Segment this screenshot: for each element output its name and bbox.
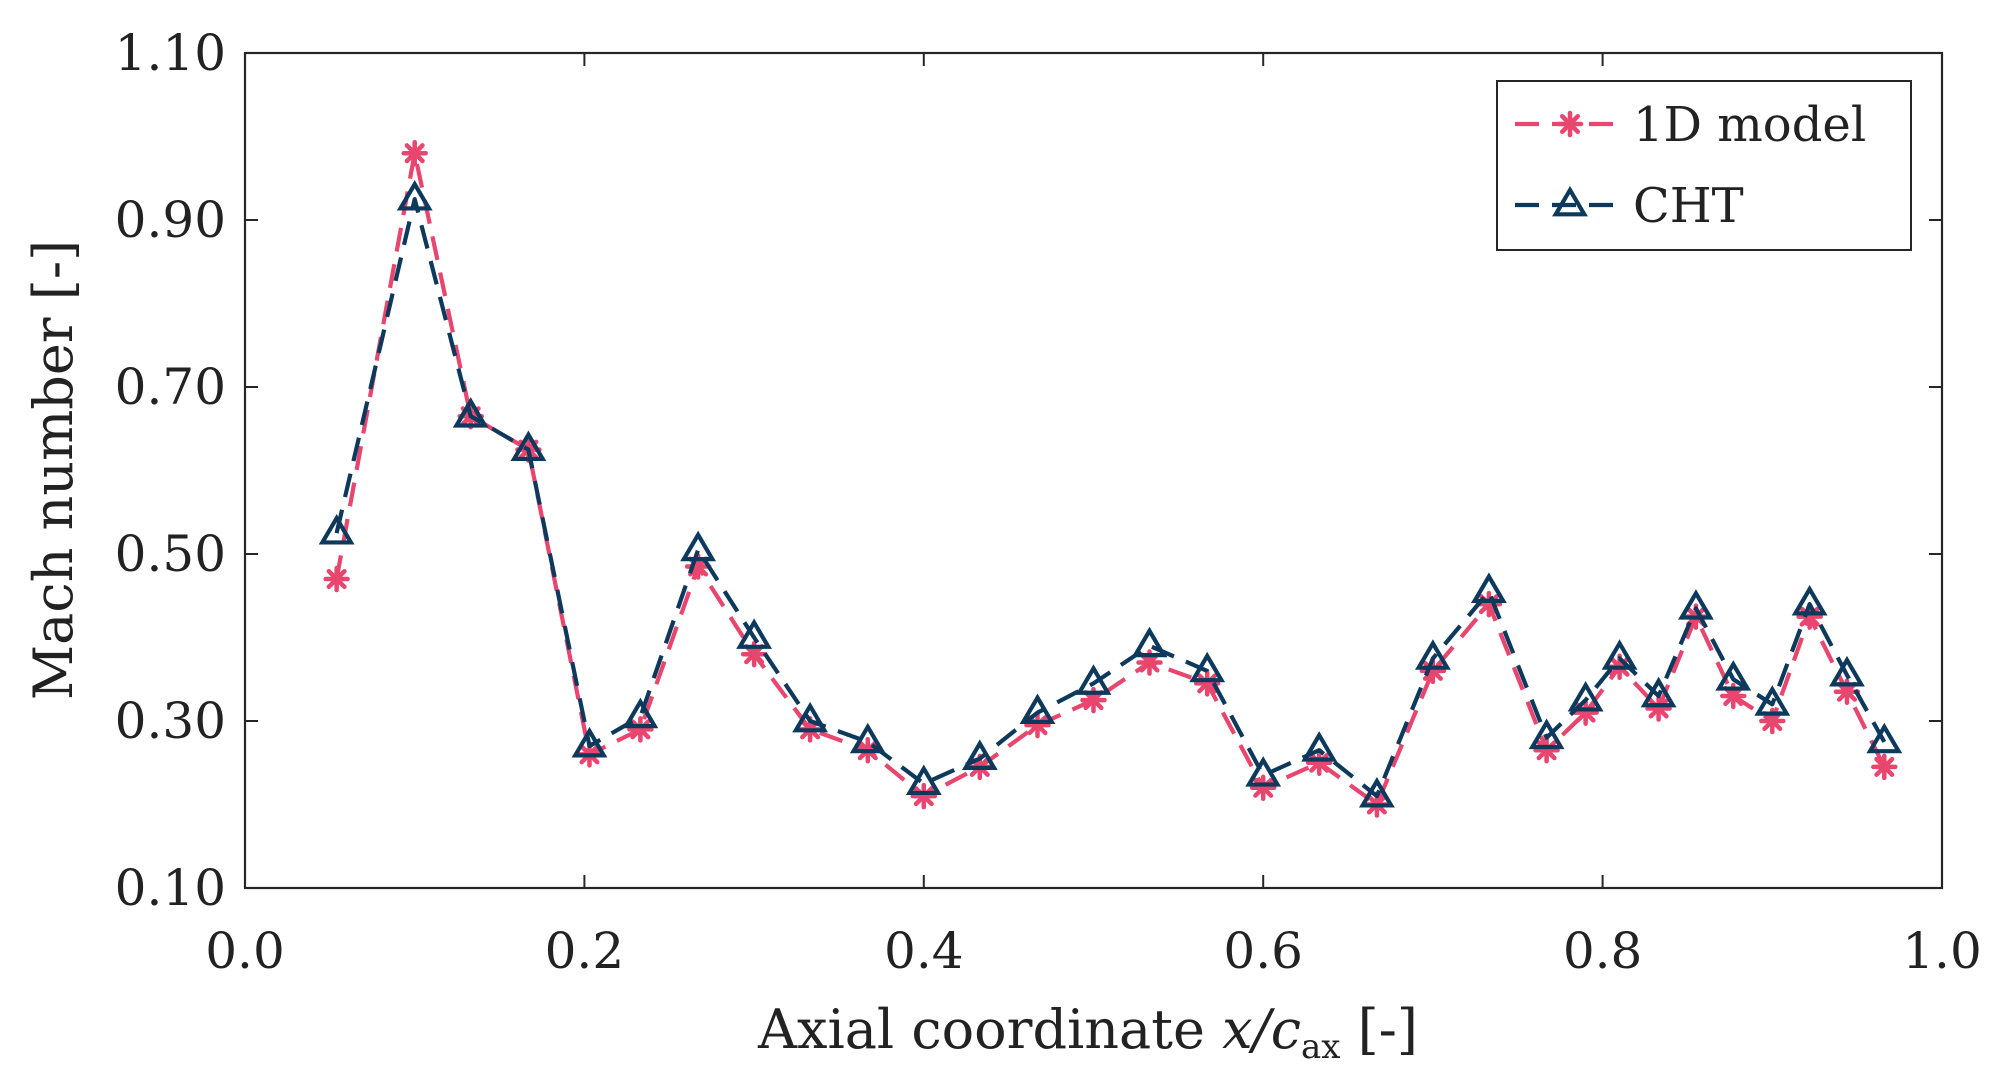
asterisk-point (627, 716, 654, 743)
triangle-point (736, 618, 773, 649)
triangle-point (1470, 572, 1507, 603)
x-tick-label: 0.2 (545, 922, 625, 980)
triangle-point (905, 764, 942, 796)
triangle-marker (1552, 185, 1588, 217)
x-tick-labels: 0.0 0.2 0.4 0.6 0.8 1.0 (205, 922, 1982, 980)
triangle-point (1754, 685, 1791, 716)
triangle-point (961, 739, 998, 770)
triangle-point (849, 722, 886, 754)
legend-label: CHT (1633, 178, 1744, 234)
x-tick-label: 0.0 (205, 922, 285, 980)
series-cht (318, 179, 1903, 808)
triangle-point (1019, 693, 1056, 725)
triangle-point (1414, 639, 1451, 670)
y-tick-labels: 0.10 0.30 0.50 0.70 0.90 1.10 (115, 24, 226, 917)
triangle-point (622, 697, 659, 729)
asterisk-point (1720, 682, 1747, 710)
legend-entry: 1D model (1515, 97, 1866, 153)
asterisk-point (1533, 736, 1560, 764)
x-tick-label: 0.4 (884, 922, 964, 980)
triangle-point (680, 530, 717, 562)
y-tick-label: 0.70 (115, 358, 226, 416)
asterisk-point (1871, 753, 1898, 781)
triangle-point (792, 701, 829, 733)
legend-box (1496, 80, 1912, 251)
x-axis-title-variable: x/c (1222, 998, 1301, 1061)
asterisk-point (1249, 774, 1277, 802)
triangle-point (452, 397, 489, 428)
x-tick-label: 1.0 (1902, 922, 1982, 980)
y-tick-label: 0.50 (115, 525, 226, 583)
axis-ticks (244, 52, 1943, 889)
y-tick-label: 0.90 (115, 191, 226, 249)
x-axis-title-subscript: ax (1301, 1027, 1340, 1067)
triangle-point (1075, 664, 1112, 695)
triangle-point (1715, 660, 1752, 691)
asterisk-point (910, 782, 938, 810)
x-axis-title-suffix: [-] (1340, 998, 1418, 1061)
y-tick-label: 0.30 (115, 692, 226, 750)
legend-label: 1D model (1633, 97, 1866, 153)
legend: 1D model CHT (1496, 80, 1912, 251)
triangle-point (1601, 639, 1638, 670)
triangle-point (1640, 676, 1677, 708)
triangle-point (1189, 651, 1226, 683)
series-line (334, 197, 1887, 799)
triangle-point (1678, 589, 1714, 620)
triangle-point (1131, 626, 1168, 658)
y-tick-label: 1.10 (115, 24, 226, 82)
legend-entry: CHT (1515, 178, 1744, 234)
x-axis-title: Axial coordinate x/cax [-] (757, 998, 1418, 1067)
triangle-point (1358, 776, 1395, 808)
x-tick-label: 0.6 (1223, 922, 1303, 980)
x-tick-label: 0.8 (1563, 922, 1643, 980)
series-layer (318, 139, 1903, 818)
asterisk-point (401, 139, 428, 167)
triangle-point (1791, 584, 1828, 616)
y-tick-label: 0.10 (115, 859, 226, 917)
triangle-point (396, 179, 433, 211)
triangle-point (1301, 731, 1338, 762)
triangle-point (510, 430, 547, 462)
triangle-point (318, 513, 355, 545)
triangle-point (1245, 756, 1282, 787)
triangle-point (571, 726, 608, 758)
asterisk-point (323, 565, 350, 593)
triangle-point (1567, 680, 1604, 712)
triangle-point (1528, 718, 1565, 750)
x-axis-title-prefix: Axial coordinate (757, 998, 1222, 1061)
triangle-point (1866, 722, 1903, 754)
y-axis-title: Mach number [-] (22, 240, 85, 700)
asterisk-point (1645, 695, 1672, 722)
asterisk-marker (1556, 110, 1584, 138)
triangle-point (1829, 655, 1865, 687)
